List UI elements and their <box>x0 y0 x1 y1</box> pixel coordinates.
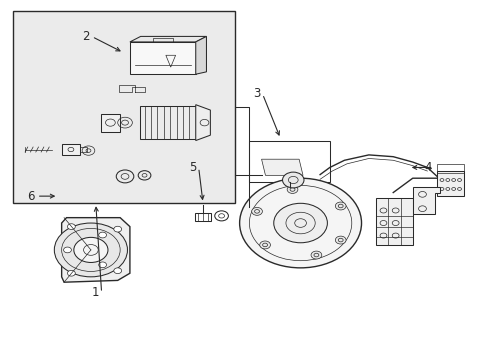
Circle shape <box>114 226 122 232</box>
Bar <box>436 164 463 173</box>
Circle shape <box>99 262 106 268</box>
Bar <box>195 213 210 221</box>
Bar <box>61 144 80 154</box>
Circle shape <box>335 202 346 210</box>
Polygon shape <box>195 105 210 140</box>
Circle shape <box>114 268 122 274</box>
Circle shape <box>282 172 304 188</box>
Polygon shape <box>195 36 206 74</box>
Bar <box>80 147 87 152</box>
Text: 2: 2 <box>82 30 90 43</box>
Circle shape <box>67 270 75 276</box>
Circle shape <box>286 185 297 193</box>
Bar <box>375 198 412 244</box>
Polygon shape <box>130 42 195 74</box>
Text: 1: 1 <box>92 287 100 300</box>
Circle shape <box>67 224 75 229</box>
Bar <box>13 12 234 203</box>
Text: 5: 5 <box>189 161 196 174</box>
Polygon shape <box>130 36 206 42</box>
Text: 4: 4 <box>423 161 431 174</box>
Text: 3: 3 <box>252 87 260 100</box>
Polygon shape <box>261 159 303 175</box>
Bar <box>249 140 329 182</box>
Circle shape <box>335 236 346 244</box>
Circle shape <box>273 203 327 243</box>
Circle shape <box>310 251 321 259</box>
Polygon shape <box>61 218 130 282</box>
Circle shape <box>74 237 108 262</box>
Circle shape <box>251 207 262 215</box>
Text: 6: 6 <box>27 190 35 203</box>
Circle shape <box>63 247 71 253</box>
Polygon shape <box>412 187 439 214</box>
Circle shape <box>259 241 270 249</box>
Circle shape <box>99 232 106 238</box>
Circle shape <box>239 178 361 268</box>
Bar <box>140 107 195 139</box>
Bar <box>101 114 120 132</box>
Circle shape <box>54 223 127 277</box>
Bar <box>436 171 463 196</box>
